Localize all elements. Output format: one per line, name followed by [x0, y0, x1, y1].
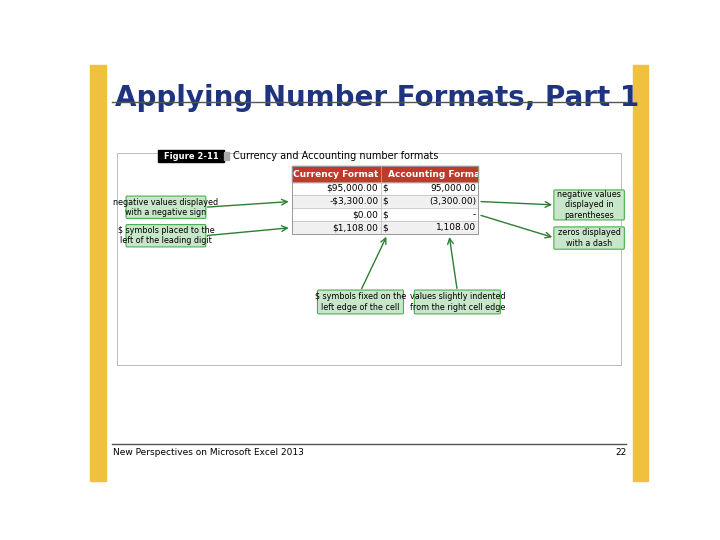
FancyBboxPatch shape [554, 190, 624, 220]
Text: $: $ [382, 197, 388, 206]
Text: 22: 22 [615, 448, 626, 457]
Bar [117, 153, 621, 365]
FancyBboxPatch shape [554, 227, 624, 249]
Text: Figure 2-11: Figure 2-11 [163, 152, 218, 160]
Text: $ symbols placed to the
left of the leading digit: $ symbols placed to the left of the lead… [117, 226, 215, 246]
Text: negative values
displayed in
parentheses: negative values displayed in parentheses [557, 190, 621, 220]
Text: Applying Number Formats, Part 1: Applying Number Formats, Part 1 [114, 84, 639, 112]
Bar [292, 221, 478, 234]
Text: (3,300.00): (3,300.00) [429, 197, 476, 206]
Text: $0.00: $0.00 [352, 210, 378, 219]
Text: values slightly indented
from the right cell edge: values slightly indented from the right … [410, 292, 505, 312]
FancyBboxPatch shape [126, 196, 206, 218]
FancyBboxPatch shape [318, 290, 403, 314]
Text: Accounting Format: Accounting Format [388, 170, 485, 179]
Bar [292, 182, 478, 195]
Bar [158, 150, 224, 162]
Text: $1,108.00: $1,108.00 [333, 223, 378, 232]
Bar [292, 166, 478, 234]
FancyBboxPatch shape [414, 290, 500, 314]
Text: negative values displayed
with a negative sign: negative values displayed with a negativ… [113, 198, 218, 217]
FancyBboxPatch shape [126, 225, 206, 247]
Bar [224, 152, 229, 160]
Bar [292, 208, 478, 221]
Text: $: $ [382, 223, 388, 232]
Text: 95,000.00: 95,000.00 [430, 184, 476, 193]
Text: -$3,300.00: -$3,300.00 [329, 197, 378, 206]
Bar [292, 195, 478, 208]
Bar [90, 65, 106, 481]
Text: Currency and Accounting number formats: Currency and Accounting number formats [233, 151, 438, 161]
Text: $ symbols fixed on the
left edge of the cell: $ symbols fixed on the left edge of the … [315, 292, 406, 312]
Text: -: - [473, 210, 476, 219]
Text: $: $ [382, 184, 388, 193]
Bar [632, 65, 648, 481]
Bar [292, 166, 478, 182]
Text: $: $ [382, 210, 388, 219]
Text: $95,000.00: $95,000.00 [327, 184, 378, 193]
Text: zeros displayed
with a dash: zeros displayed with a dash [558, 228, 621, 248]
Text: New Perspectives on Microsoft Excel 2013: New Perspectives on Microsoft Excel 2013 [113, 448, 304, 457]
Text: 1,108.00: 1,108.00 [436, 223, 476, 232]
Text: Currency Format: Currency Format [293, 170, 379, 179]
